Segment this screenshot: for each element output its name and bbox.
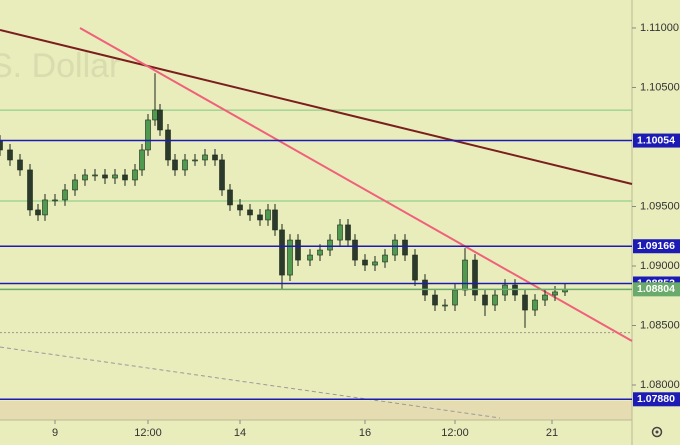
level-label: 1.09166: [637, 240, 675, 252]
candle-body: [317, 249, 323, 256]
candle-body: [412, 254, 418, 281]
x-tick-label: 9: [52, 427, 58, 439]
lower-band: [0, 401, 632, 420]
y-tick-label: 1.09000: [640, 260, 680, 272]
candle-body: [7, 149, 13, 161]
candle-body: [157, 109, 163, 131]
candle-body: [122, 174, 128, 181]
candle-body: [472, 259, 478, 296]
gear-center[interactable]: [655, 430, 659, 434]
settings-icon[interactable]: [651, 426, 663, 438]
candle-body: [172, 159, 178, 171]
candle-body: [327, 239, 333, 251]
x-tick-label: 12:00: [134, 427, 162, 439]
candle-body: [345, 224, 351, 241]
level-label: 1.07880: [637, 393, 675, 405]
x-tick-label: 21: [546, 427, 558, 439]
candle-body: [532, 299, 538, 311]
candle-body: [307, 254, 313, 261]
candle-body: [265, 209, 271, 221]
candle-body: [62, 189, 68, 201]
candle-body: [227, 189, 233, 206]
level-tag: [633, 239, 680, 254]
gear[interactable]: [651, 426, 663, 438]
candle-body: [17, 159, 23, 171]
candle-body: [139, 149, 145, 171]
candle-body: [132, 169, 138, 181]
y-tick-label: 1.08000: [640, 379, 680, 391]
y-tick-label: 1.08500: [640, 319, 680, 331]
candle-body: [492, 294, 498, 306]
level-tag: [633, 282, 680, 297]
candle-body: [462, 259, 468, 291]
level-label: 1.08804: [637, 283, 675, 295]
candle-body: [422, 279, 428, 296]
candle-body: [35, 209, 41, 216]
candle-body: [27, 169, 33, 211]
trend-line: [0, 346, 501, 419]
candle-body: [102, 174, 108, 179]
level-tag: [633, 133, 680, 148]
candle-body: [287, 239, 293, 276]
candle-body: [257, 214, 263, 221]
candle-body: [552, 291, 558, 296]
candle-body: [392, 239, 398, 256]
candle-body: [247, 209, 253, 216]
level-label: 1.10054: [637, 134, 675, 146]
candle-body: [192, 159, 198, 162]
candle-body: [0, 140, 3, 151]
y-tick-label: 1.10500: [640, 81, 680, 93]
x-tick-label: 14: [234, 427, 246, 439]
candle-body: [145, 119, 151, 151]
candle-body: [72, 179, 78, 191]
watermark: S. Dollar: [0, 47, 120, 85]
candle-body: [452, 289, 458, 306]
candle-body: [382, 254, 388, 263]
y-tick-label: 1.09500: [640, 200, 680, 212]
candle-body: [372, 261, 378, 266]
candle-body: [112, 174, 118, 179]
candle-body: [542, 294, 548, 301]
candle-body: [442, 304, 448, 307]
x-tick-label: 16: [359, 427, 371, 439]
candle-body: [92, 174, 98, 177]
candle-body: [402, 239, 408, 256]
trend-line: [0, 29, 633, 185]
candle-body: [182, 159, 188, 171]
candle-body: [432, 294, 438, 306]
candle-body: [482, 294, 488, 306]
x-tick-label: 12:00: [441, 427, 469, 439]
candle-body: [165, 129, 171, 161]
candle-body: [362, 259, 368, 266]
candle-body: [42, 199, 48, 216]
candle-body: [237, 204, 243, 211]
candle-body: [272, 209, 278, 231]
candle-body: [82, 174, 88, 181]
candle-body: [219, 159, 225, 191]
level-tag: [633, 392, 680, 407]
candle-body: [279, 229, 285, 276]
candle-body: [522, 294, 528, 311]
candle-body: [352, 239, 358, 261]
candle-body: [152, 109, 158, 121]
y-tick-label: 1.11000: [640, 22, 679, 34]
candle-body: [52, 199, 58, 202]
candle-body: [202, 154, 208, 161]
candle-body: [295, 239, 301, 261]
candle-body: [337, 224, 343, 241]
candle-body: [212, 154, 218, 161]
